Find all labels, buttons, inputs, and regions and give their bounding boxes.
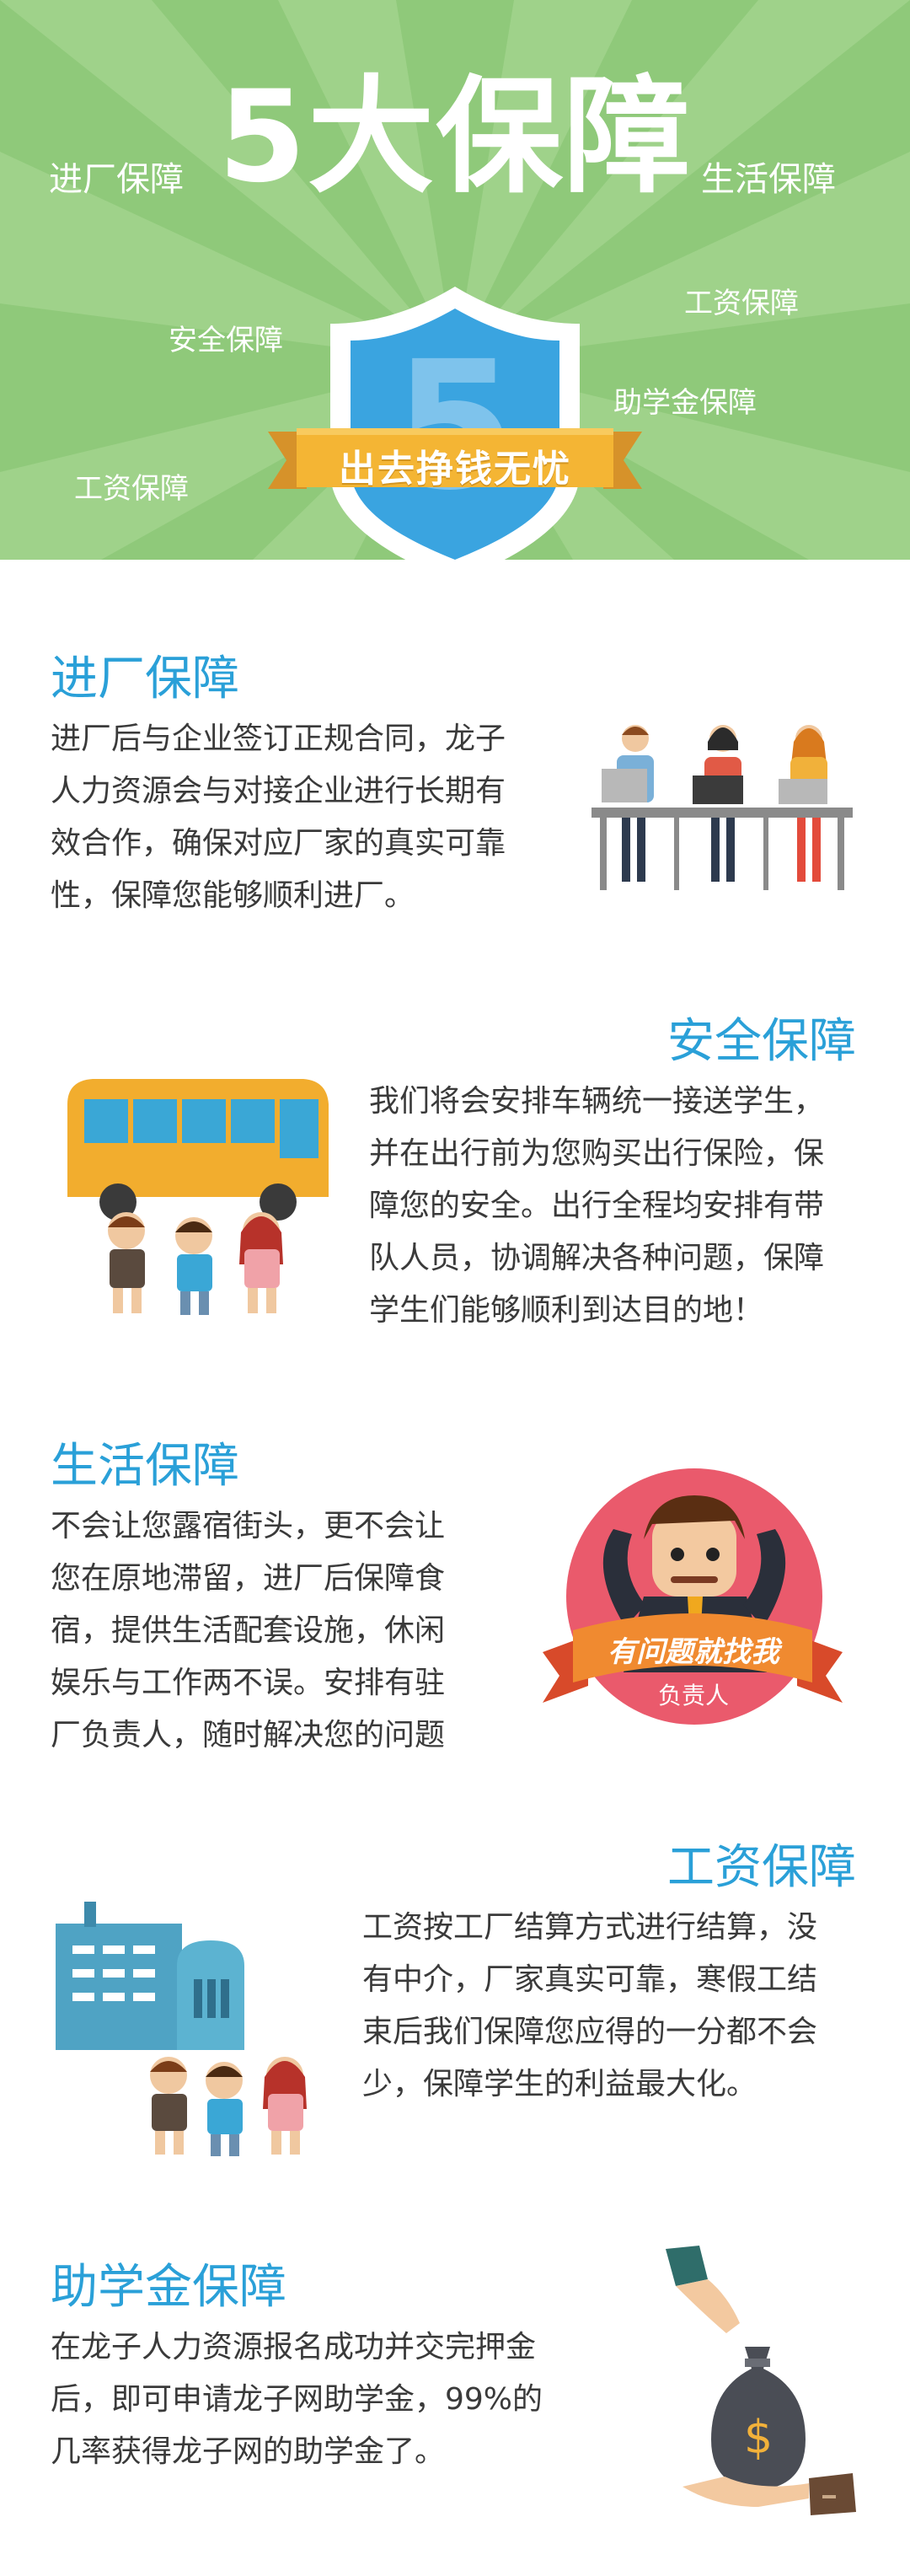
section-text-entry: 进厂后与企业签订正规合同，龙子 人力资源会与对接企业进行长期有 效合作，确保对应… (51, 713, 573, 922)
office-workers-illustration (592, 725, 853, 890)
sunburst-background (0, 0, 910, 560)
section-title-living: 生活保障 (51, 1439, 239, 1494)
text-line: 进厂后与企业签订正规合同，龙子 (51, 722, 506, 756)
section-text-grant: 在龙子人力资源报名成功并交完押金 后，即可申请龙子网助学金，99%的 几率获得龙… (51, 2321, 607, 2478)
text-line: 厂负责人，随时解决您的问题 (51, 1718, 446, 1752)
dollar-icon: $ (744, 2411, 773, 2464)
text-line: 障您的安全。出行全程均安排有带 (369, 1189, 825, 1223)
text-line: 工资按工厂结算方式进行结算，没 (362, 1910, 818, 1945)
section-title-grant: 助学金保障 (51, 2260, 286, 2315)
factory-students-illustration (56, 1902, 307, 2156)
text-line: 效合作，确保对应厂家的真实可靠 (51, 826, 506, 861)
text-line: 队人员，协调解决各种问题，保障 (369, 1241, 825, 1275)
hero-tag-grant: 助学金保障 (613, 386, 757, 420)
section-text-living: 不会让您露宿街头，更不会让 您在原地滞留，进厂后保障食 宿，提供生活配套设施，休… (51, 1500, 506, 1762)
bus-students-illustration (67, 1079, 329, 1315)
text-line: 我们将会安排车辆统一接送学生， (369, 1084, 825, 1119)
text-line: 几率获得龙子网的助学金了。 (51, 2434, 446, 2469)
text-line: 学生们能够顺利到达目的地！ (369, 1293, 764, 1328)
text-line: 性，保障您能够顺利进厂。 (51, 878, 415, 913)
money-bag-illustration: $ (666, 2246, 856, 2515)
text-line: 并在出行前为您购买出行保险，保 (369, 1136, 825, 1171)
text-line: 在龙子人力资源报名成功并交完押金 (51, 2330, 537, 2364)
text-line: 娱乐与工作两不误。安排有驻 (51, 1666, 446, 1700)
text-line: 不会让您露宿街头，更不会让 (51, 1509, 446, 1543)
hero-tag-salary: 工资保障 (684, 287, 799, 320)
hero-tag-entry: 进厂保障 (49, 160, 184, 199)
shield-icon: 5 (268, 287, 642, 560)
section-title-safety: 安全保障 (667, 1014, 856, 1069)
manager-badge-illustration (543, 1468, 843, 1725)
text-line: 束后我们保障您应得的一分都不会 (362, 2015, 818, 2049)
section-title-salary: 工资保障 (667, 1840, 856, 1895)
hero-banner: 5大保障 进厂保障 生活保障 工资保障 安全保障 助学金保障 工资保障 5 出去… (0, 0, 910, 560)
shield-number: 5 (393, 323, 517, 529)
text-line: 后，即可申请龙子网助学金，99%的 (51, 2382, 543, 2417)
badge-banner-text: 有问题就找我 (608, 1635, 779, 1669)
hero-headline: 5大保障 (217, 64, 693, 211)
text-line: 人力资源会与对接企业进行长期有 (51, 774, 506, 808)
hero-tag-living: 生活保障 (701, 160, 836, 199)
text-line: 宿，提供生活配套设施，休闲 (51, 1613, 446, 1648)
badge-sub-text: 负责人 (657, 1682, 729, 1709)
text-line: 有中介，厂家真实可靠，寒假工结 (362, 1962, 818, 1997)
section-text-safety: 我们将会安排车辆统一接送学生， 并在出行前为您购买出行保险，保 障您的安全。出行… (369, 1076, 866, 1337)
ribbon-text: 出去挣钱无忧 (339, 448, 571, 491)
section-text-salary: 工资按工厂结算方式进行结算，没 有中介，厂家真实可靠，寒假工结 束后我们保障您应… (362, 1902, 868, 2111)
text-line: 您在原地滞留，进厂后保障食 (51, 1561, 446, 1596)
text-line: 少，保障学生的利益最大化。 (362, 2067, 757, 2101)
hero-tag-salary-left: 工资保障 (74, 472, 189, 506)
hero-tag-safety: 安全保障 (169, 324, 283, 357)
section-title-entry: 进厂保障 (51, 652, 239, 706)
